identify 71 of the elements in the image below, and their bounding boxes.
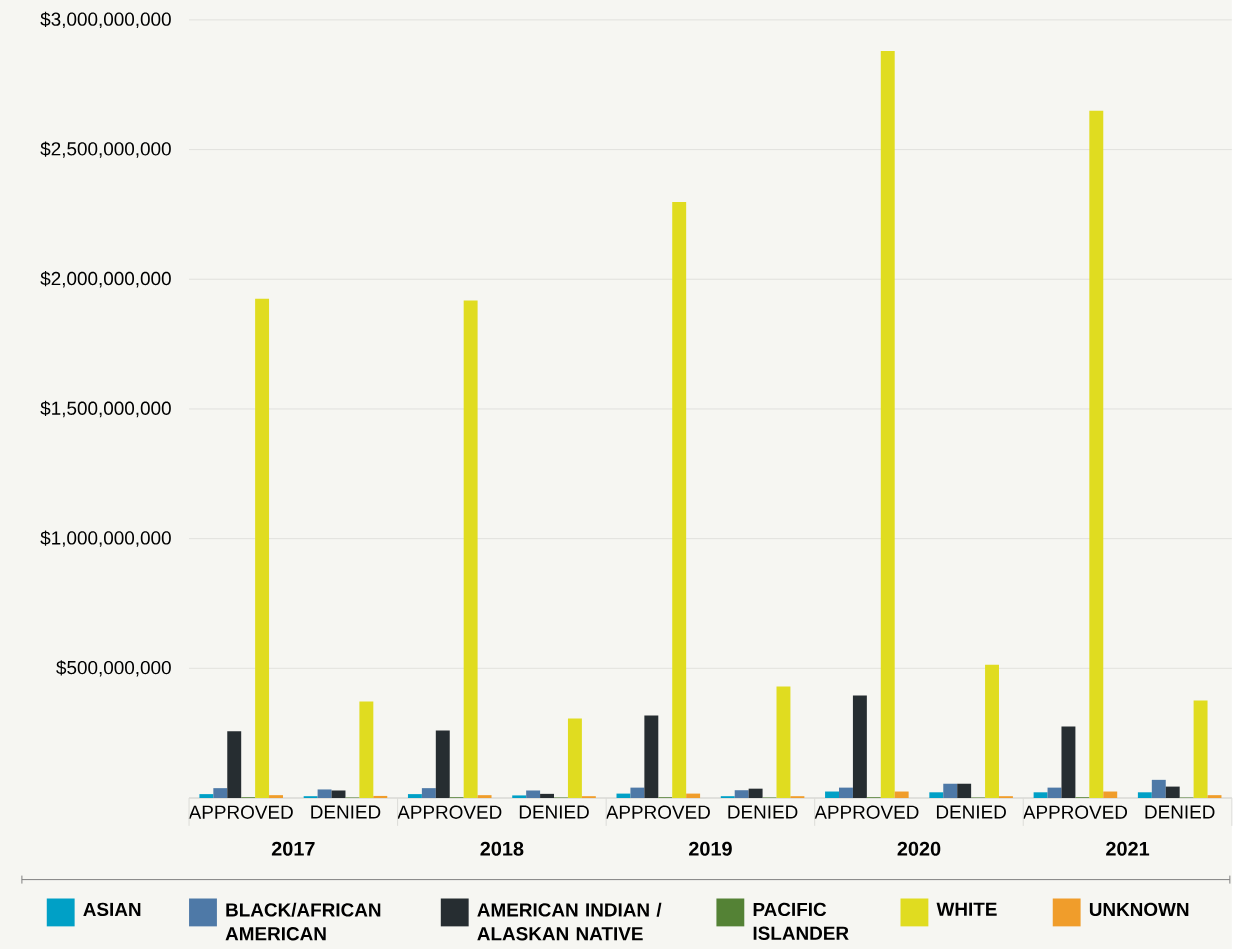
bar bbox=[463, 300, 478, 798]
bar bbox=[477, 795, 492, 798]
y-tick-label: $3,000,000,000 bbox=[40, 11, 171, 28]
bar bbox=[985, 664, 999, 798]
bar bbox=[672, 201, 687, 798]
text: 2021 bbox=[1106, 841, 1150, 856]
bar bbox=[317, 789, 332, 798]
bar bbox=[567, 718, 582, 798]
x-tick-label: DENIED bbox=[936, 805, 1006, 819]
bar bbox=[213, 788, 228, 798]
x-tick-label: APPROVED bbox=[1022, 805, 1128, 819]
y-tick-label: $2,000,000,000 bbox=[40, 270, 171, 288]
bar bbox=[373, 795, 388, 798]
text: 2017 bbox=[271, 841, 315, 856]
bar bbox=[776, 686, 791, 798]
bar bbox=[1207, 795, 1222, 798]
bar bbox=[748, 788, 763, 798]
bar bbox=[421, 788, 436, 798]
bar bbox=[1047, 787, 1062, 798]
bar bbox=[838, 787, 853, 798]
text: 2020 bbox=[897, 841, 941, 856]
bar bbox=[929, 792, 944, 798]
bar bbox=[1089, 110, 1104, 798]
x-tick-label: DENIED bbox=[311, 805, 381, 819]
bar bbox=[512, 795, 527, 798]
bar bbox=[255, 298, 270, 798]
bar bbox=[880, 50, 895, 798]
text: 2018 bbox=[480, 841, 524, 856]
x-tick-label: APPROVED bbox=[397, 805, 502, 819]
bar bbox=[435, 730, 450, 798]
legend-label: ASIAN bbox=[83, 902, 141, 916]
x-tick-label: APPROVED bbox=[188, 805, 293, 819]
x-tick-label: DENIED bbox=[519, 805, 589, 819]
bar bbox=[227, 731, 242, 798]
bar bbox=[540, 793, 555, 798]
legend-label: AMERICAN INDIAN / ALASKAN NATIVE bbox=[477, 902, 662, 941]
legend-label: UNKNOWN bbox=[1089, 902, 1189, 916]
legend-label: PACIFIC ISLANDER bbox=[753, 902, 849, 940]
x-tick-label: APPROVED bbox=[814, 805, 919, 819]
bar bbox=[1033, 792, 1048, 798]
bar bbox=[1165, 786, 1180, 798]
bar bbox=[825, 791, 839, 798]
bar bbox=[331, 790, 346, 798]
legend-label: WHITE bbox=[936, 902, 997, 916]
y-tick-label: $1,500,000,000 bbox=[40, 400, 171, 418]
bar bbox=[852, 695, 867, 798]
bar bbox=[199, 793, 214, 798]
bar bbox=[1137, 792, 1152, 798]
text: 2019 bbox=[688, 841, 732, 856]
bar bbox=[957, 783, 972, 798]
legend-label: BLACK/AFRICAN AMERICAN bbox=[225, 902, 381, 941]
x-tick-label: APPROVED bbox=[605, 805, 710, 819]
bar bbox=[526, 790, 541, 798]
y-tick-label: $2,500,000,000 bbox=[40, 141, 171, 158]
y-tick-label: $500,000,000 bbox=[56, 660, 171, 677]
bar bbox=[894, 791, 909, 798]
bar bbox=[407, 793, 422, 798]
bar bbox=[644, 715, 659, 798]
bar bbox=[1061, 726, 1076, 798]
y-tick-label: $1,000,000,000 bbox=[40, 530, 171, 547]
bar bbox=[630, 787, 645, 798]
x-tick-label: DENIED bbox=[1145, 805, 1215, 819]
bar bbox=[1193, 700, 1208, 798]
bar bbox=[686, 793, 701, 798]
bar bbox=[1103, 791, 1118, 798]
bar bbox=[943, 783, 958, 798]
bar bbox=[1151, 779, 1166, 798]
bar bbox=[269, 795, 283, 798]
x-tick-label: DENIED bbox=[728, 805, 798, 819]
bar bbox=[359, 701, 374, 798]
bar bbox=[734, 790, 749, 798]
